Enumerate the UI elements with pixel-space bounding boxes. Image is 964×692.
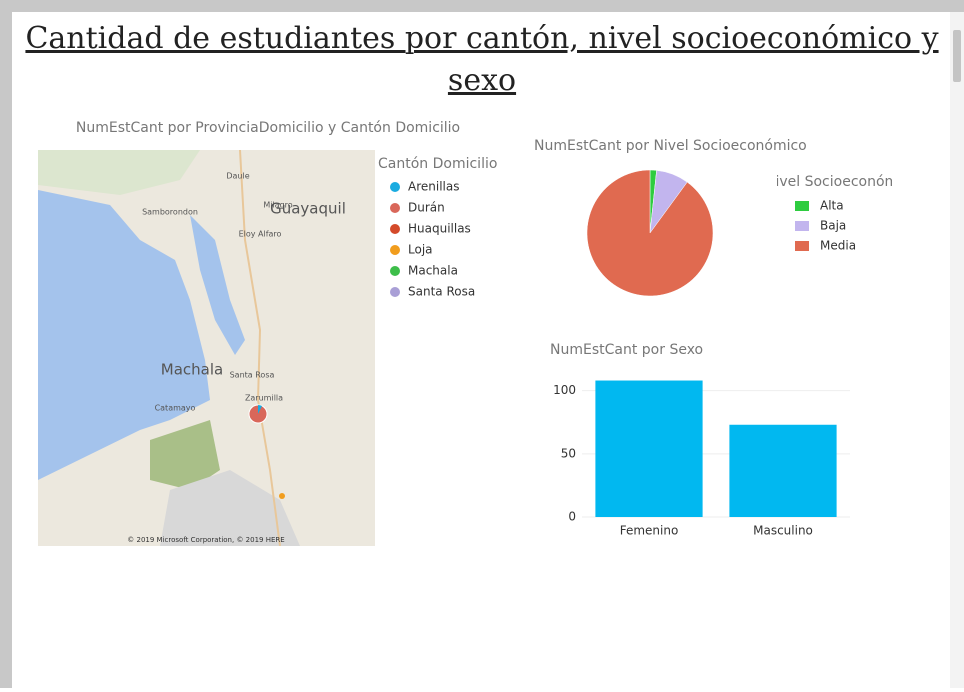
map-label: Daule xyxy=(226,172,249,181)
map-label: Milagro xyxy=(263,201,292,210)
legend-label: Baja xyxy=(820,219,846,233)
map-label: Guayaquil xyxy=(270,200,346,218)
map-label: Santa Rosa xyxy=(230,371,275,380)
legend-marker xyxy=(390,182,400,192)
map-attribution: © 2019 Microsoft Corporation, © 2019 HER… xyxy=(127,536,284,544)
legend-label: Arenillas xyxy=(408,180,459,194)
pie-title: NumEstCant por Nivel Socioeconómico xyxy=(534,138,807,154)
legend-marker xyxy=(795,241,809,251)
legend-label: Durán xyxy=(408,201,445,215)
forest xyxy=(150,420,220,490)
map-title: NumEstCant por ProvinciaDomicilio y Cant… xyxy=(76,120,460,136)
legend-marker xyxy=(390,245,400,255)
y-tick-label: 100 xyxy=(553,383,576,397)
road xyxy=(239,150,281,546)
estuary xyxy=(190,215,245,355)
legend-marker xyxy=(390,224,400,234)
bar-title: NumEstCant por Sexo xyxy=(550,342,703,358)
map-label: Samborondon xyxy=(142,208,198,217)
legend-label: Media xyxy=(820,239,856,253)
map-bubble-slice xyxy=(258,405,262,414)
scroll-thumb[interactable] xyxy=(953,30,961,82)
legend-marker xyxy=(390,266,400,276)
map-label: Catamayo xyxy=(155,404,196,413)
sea xyxy=(38,190,210,480)
legend-label: Loja xyxy=(408,243,433,257)
bar xyxy=(595,380,703,517)
map-bubble[interactable] xyxy=(279,493,285,499)
legend-marker xyxy=(795,201,809,211)
legend-label: Huaquillas xyxy=(408,222,471,236)
legend-label: Santa Rosa xyxy=(408,285,475,299)
peru xyxy=(160,470,300,546)
title-box: Cantidad de estudiantes por cantón, nive… xyxy=(25,21,939,98)
bar xyxy=(729,424,837,517)
legend-marker xyxy=(795,221,809,231)
map-label: Eloy Alfaro xyxy=(239,230,282,239)
page-title: Cantidad de estudiantes por cantón, nive… xyxy=(25,21,939,98)
pie-slice xyxy=(586,169,714,297)
legend-title: Cantón Domicilio xyxy=(378,156,497,172)
legend-label: Alta xyxy=(820,199,844,213)
legend-title: Nivel Socioeconómico xyxy=(765,174,918,190)
y-tick-label: 0 xyxy=(568,510,576,524)
map-label: Machala xyxy=(161,361,223,379)
y-tick-label: 50 xyxy=(561,446,576,460)
legend-label: Machala xyxy=(408,264,458,278)
scrollbar[interactable] xyxy=(950,12,964,688)
hills xyxy=(38,150,200,195)
x-tick-label: Femenino xyxy=(620,524,679,538)
legend-marker xyxy=(390,203,400,213)
legend-marker xyxy=(390,287,400,297)
map-label: Zarumilla xyxy=(245,394,283,403)
x-tick-label: Masculino xyxy=(753,524,813,538)
